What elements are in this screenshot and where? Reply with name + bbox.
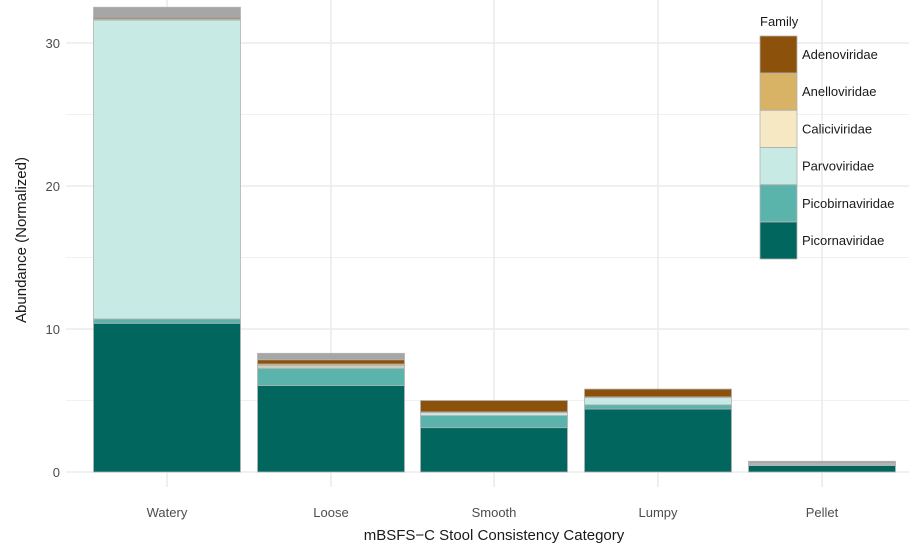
bar-segment [257, 359, 405, 365]
bar-segment [93, 318, 241, 324]
x-tick-label: Pellet [806, 505, 839, 520]
y-tick-label: 10 [46, 322, 60, 337]
legend-swatch [759, 184, 798, 223]
legend: Family Adenoviridae Anelloviridae Calicivi… [759, 14, 895, 260]
legend-label: Anelloviridae [802, 84, 876, 99]
y-tick-label: 0 [53, 465, 60, 480]
y-tick-label: 30 [46, 36, 60, 51]
legend-swatch [759, 35, 798, 74]
x-tick-label: Watery [147, 505, 188, 520]
bar-segment [748, 465, 896, 473]
legend-label: Picobirnaviridae [802, 196, 895, 211]
bar-segment [584, 388, 732, 398]
bar-segment [584, 404, 732, 410]
x-tick-label: Lumpy [638, 505, 678, 520]
legend-swatch [759, 110, 798, 148]
y-tick-label: 20 [46, 179, 60, 194]
bar-segment [584, 408, 732, 473]
x-axis-ticks: Watery Loose Smooth Lumpy Pellet [147, 505, 839, 520]
x-axis-title: mBSFS−C Stool Consistency Category [364, 527, 625, 544]
bar-segment [420, 415, 568, 429]
legend-swatch [759, 221, 798, 260]
legend-label: Picornaviridae [802, 233, 884, 248]
bar-segment [257, 367, 405, 386]
x-tick-label: Smooth [472, 505, 517, 520]
legend-swatch [759, 147, 798, 186]
bars [93, 6, 896, 473]
legend-swatch [759, 72, 798, 111]
legend-label: Parvoviridae [802, 159, 874, 174]
y-axis-title: Abundance (Normalized) [13, 157, 30, 323]
legend-title: Family [760, 14, 799, 29]
bar-segment [93, 19, 241, 320]
bar-segment [420, 427, 568, 473]
bar-segment [584, 397, 732, 406]
bar-segment [420, 412, 568, 416]
x-tick-label: Loose [313, 505, 348, 520]
bar-segment [257, 385, 405, 473]
bar-segment [420, 400, 568, 413]
bar-segment [93, 322, 241, 473]
bar-segment [257, 352, 405, 361]
legend-label: Adenoviridae [802, 47, 878, 62]
bar-segment [748, 460, 896, 464]
bar-segment [93, 6, 241, 18]
y-axis-ticks: 0 10 20 30 [46, 36, 60, 480]
legend-label: Caliciviridae [802, 121, 872, 136]
